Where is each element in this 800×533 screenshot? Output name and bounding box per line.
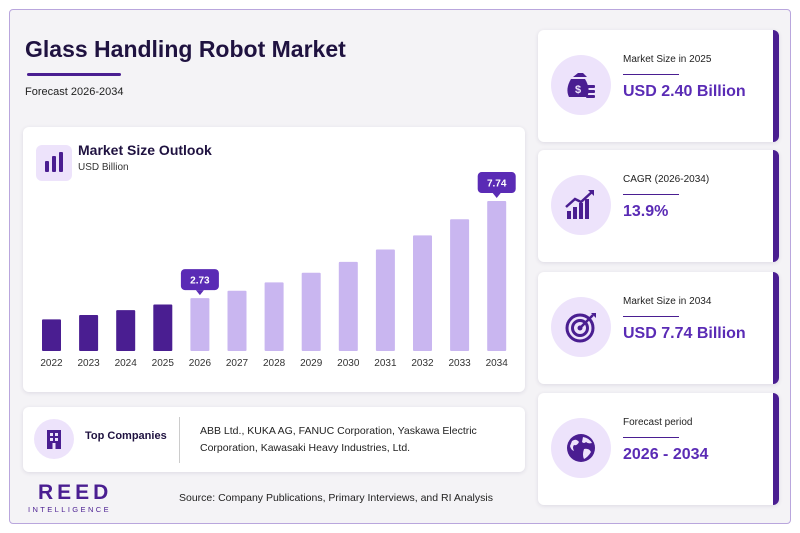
logo-wordmark: REED	[38, 481, 113, 504]
target-icon	[551, 297, 611, 357]
logo-tagline: INTELLIGENCE	[28, 505, 111, 514]
bar-2022	[42, 319, 61, 351]
bar-2028	[264, 282, 284, 351]
chart-title: Market Size Outlook	[78, 142, 212, 158]
source-note: Source: Company Publications, Primary In…	[179, 492, 493, 504]
bar-2025	[153, 304, 173, 351]
callout-pointer	[195, 290, 204, 296]
chart-unit-label: USD Billion	[78, 162, 129, 173]
callout-bubble	[477, 172, 516, 194]
x-tick-label: 2024	[115, 358, 138, 369]
stat-divider	[623, 194, 679, 195]
stat-value: 2026 - 2034	[623, 446, 709, 463]
x-tick-label: 2026	[189, 358, 212, 369]
bar-2023	[79, 314, 99, 351]
x-tick-label: 2031	[374, 358, 397, 369]
chart-card: Market Size Outlook USD Billion 2022 2023…	[23, 127, 525, 392]
stat-card-market-2025: $ Market Size in 2025 USD 2.40 Billion	[538, 30, 779, 142]
stat-value: 13.9%	[623, 203, 669, 220]
data-label: 7.74	[487, 179, 507, 190]
growth-chart-icon	[551, 175, 611, 235]
bar-2033	[450, 219, 470, 351]
bar-2030	[338, 261, 358, 351]
x-tick-label: 2034	[486, 358, 509, 369]
top-companies-list: ABB Ltd., KUKA AG, FANUC Corporation, Ya…	[200, 425, 477, 454]
bar-2027	[227, 290, 247, 351]
stat-divider	[623, 437, 679, 438]
bar-2026	[190, 298, 210, 351]
page-subtitle: Forecast 2026-2034	[25, 86, 124, 98]
divider	[179, 417, 180, 463]
x-tick-label: 2023	[77, 358, 100, 369]
bar-2024	[116, 310, 136, 351]
x-tick-label: 2032	[411, 358, 434, 369]
x-tick-label: 2027	[226, 358, 249, 369]
money-bag-icon: $	[551, 55, 611, 115]
callout-pointer	[492, 193, 501, 199]
x-tick-label: 2033	[448, 358, 471, 369]
svg-text:$: $	[575, 84, 581, 96]
bar-2031	[375, 249, 395, 351]
stat-label: Market Size in 2025	[623, 54, 712, 65]
stat-card-forecast-period: Forecast period 2026 - 2034	[538, 393, 779, 505]
x-tick-label: 2029	[300, 358, 323, 369]
globe-icon	[551, 418, 611, 478]
top-companies-card: Top Companies ABB Ltd., KUKA AG, FANUC C…	[23, 407, 525, 472]
data-label: 2.73	[190, 276, 210, 287]
stat-divider	[623, 316, 679, 317]
stat-label: CAGR (2026-2034)	[623, 174, 710, 185]
bar-chart: 2022 2023 2024 2025 2026 2027 2028 2029 2030 2031…	[40, 172, 516, 369]
callout-bubble	[180, 269, 219, 291]
bar-2034	[487, 201, 507, 351]
stat-label: Forecast period	[623, 417, 693, 428]
page-title: Glass Handling Robot Market	[25, 36, 346, 62]
bar-2029	[301, 272, 321, 351]
x-tick-label: 2025	[152, 358, 175, 369]
stat-label: Market Size in 2034	[623, 296, 712, 307]
stat-value: USD 2.40 Billion	[623, 83, 746, 100]
stat-card-market-2034: Market Size in 2034 USD 7.74 Billion	[538, 272, 779, 384]
stat-value: USD 7.74 Billion	[623, 325, 746, 342]
top-companies-label: Top Companies	[85, 430, 167, 442]
stat-card-cagr: CAGR (2026-2034) 13.9%	[538, 150, 779, 262]
x-tick-label: 2028	[263, 358, 286, 369]
building-icon	[34, 419, 74, 459]
stat-divider	[623, 74, 679, 75]
x-tick-label: 2030	[337, 358, 360, 369]
bar-chart-icon	[36, 145, 72, 181]
title-underline	[27, 73, 121, 76]
x-tick-label: 2022	[40, 358, 63, 369]
bar-2032	[413, 235, 432, 351]
